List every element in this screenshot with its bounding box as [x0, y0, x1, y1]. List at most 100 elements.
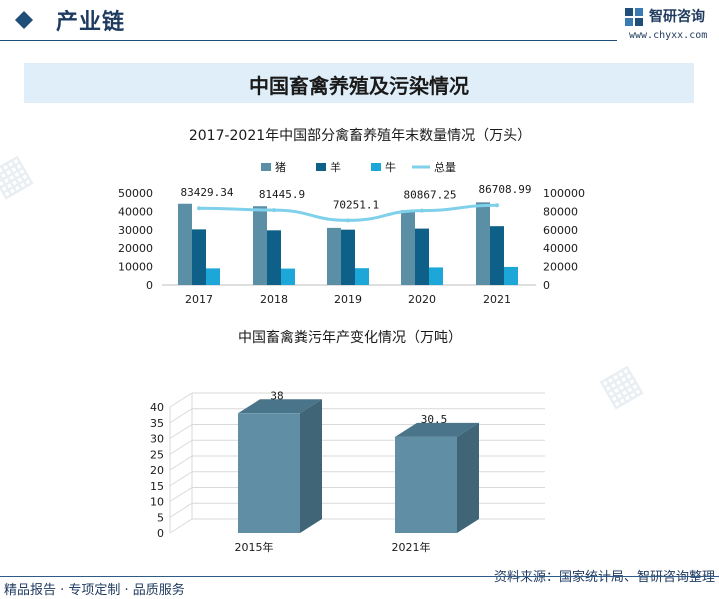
- y-tick-label: 20: [150, 464, 164, 477]
- grid-diagonal: [169, 408, 193, 424]
- main-title-bar: 中国畜禽养殖及污染情况: [24, 63, 694, 103]
- y-right-tick-label: 80000: [543, 205, 578, 218]
- y-right-tick-label: 60000: [543, 224, 578, 237]
- total-data-label: 70251.1: [333, 198, 379, 211]
- total-point: [346, 218, 350, 223]
- y-left-tick-label: 10000: [118, 261, 153, 274]
- y-tick-label: 40: [150, 401, 164, 414]
- bar-pig: [253, 206, 267, 285]
- x-tick-label: 2018: [260, 293, 288, 306]
- x-tick-label: 2021年: [392, 540, 431, 554]
- chart1-title: 2017-2021年中国部分禽畜养殖年末数量情况（万头）: [189, 127, 531, 144]
- bar-pig: [476, 202, 490, 285]
- legend-swatch-pig: [261, 163, 271, 171]
- bar-pig: [401, 210, 415, 285]
- legend-label-pig: 猪: [275, 161, 286, 174]
- diamond-icon: [15, 11, 33, 29]
- total-point: [197, 206, 201, 211]
- y-left-tick-label: 30000: [118, 224, 153, 237]
- bar-data-label: 30.5: [421, 413, 448, 426]
- bar-sheep: [415, 228, 429, 285]
- legend-label-cattle: 牛: [385, 160, 396, 174]
- bar-sheep: [341, 229, 355, 285]
- total-point: [272, 208, 276, 213]
- chart1-total-line: 83429.34 81445.9 70251.1 80867.25 86708.99: [181, 183, 532, 223]
- bar-pig: [327, 227, 341, 285]
- chart1-right-axis: 100000 80000 60000 40000 20000 0: [543, 187, 585, 292]
- footer-tagline: 精品报告 · 专项定制 · 品质服务: [4, 583, 185, 598]
- y-tick-label: 15: [150, 480, 164, 493]
- bar-sheep: [192, 229, 206, 285]
- total-data-label: 80867.25: [404, 189, 457, 202]
- bar-cattle: [429, 267, 443, 285]
- bar3d-front: [395, 436, 457, 533]
- grid-diagonal: [169, 455, 193, 471]
- chart2-x-axis: 2015年 2021年: [235, 540, 431, 554]
- bar3d-top: [395, 422, 479, 437]
- chart1-legend: 猪 羊 牛 总量: [261, 160, 456, 174]
- total-point: [420, 208, 424, 213]
- bar-cattle: [504, 266, 518, 285]
- y-tick-label: 35: [150, 417, 164, 430]
- legend-label-sheep: 羊: [330, 160, 341, 174]
- bar3d-side: [457, 422, 479, 533]
- chart1-bars: [178, 202, 518, 285]
- x-tick-label: 2017: [185, 293, 213, 306]
- total-data-label: 86708.99: [479, 183, 532, 196]
- y-right-tick-label: 0: [543, 279, 550, 292]
- total-point: [495, 203, 499, 208]
- grid-diagonal: [169, 487, 193, 502]
- main-title: 中国畜禽养殖及污染情况: [249, 74, 469, 98]
- grid-diagonal: [169, 439, 193, 455]
- grid-diagonal: [169, 518, 193, 534]
- brand-url: www.chyxx.com: [629, 30, 708, 41]
- x-tick-label: 2021: [483, 293, 511, 306]
- y-left-tick-label: 40000: [118, 205, 153, 218]
- y-left-tick-label: 20000: [118, 242, 153, 255]
- total-data-label: 83429.34: [181, 186, 234, 199]
- top-divider: [0, 40, 617, 41]
- grid-diagonal: [169, 424, 193, 439]
- x-tick-label: 2015年: [235, 540, 274, 554]
- bar-pig: [178, 203, 192, 285]
- grid-diagonal: [169, 392, 193, 408]
- chart2-grid: 40 35 30 25 20 15 10 5 0: [150, 392, 545, 540]
- legend-swatch-sheep: [316, 163, 326, 171]
- y-tick-label: 30: [150, 433, 164, 446]
- y-right-tick-label: 100000: [543, 187, 585, 200]
- total-data-label: 81445.9: [259, 188, 305, 201]
- source-note: 资料来源：国家统计局、智研咨询整理: [493, 570, 715, 585]
- y-right-tick-label: 20000: [543, 261, 578, 274]
- brand-logo[interactable]: 智研咨询 www.chyxx.com: [623, 6, 713, 46]
- y-left-tick-label: 0: [146, 279, 153, 292]
- top-bar: 产业链: [0, 0, 719, 44]
- y-left-tick-label: 50000: [118, 187, 153, 200]
- y-tick-label: 25: [150, 448, 164, 461]
- legend-swatch-cattle: [371, 163, 381, 171]
- chart2-bars: 38 30.5: [238, 389, 479, 533]
- bar-cattle: [206, 268, 220, 285]
- chart1-left-axis: 50000 40000 30000 20000 10000 0: [118, 187, 153, 292]
- bar-sheep: [490, 226, 504, 285]
- x-tick-label: 2019: [334, 293, 362, 306]
- footer-divider: [0, 576, 719, 577]
- bar-sheep: [267, 230, 281, 285]
- y-tick-label: 10: [150, 496, 164, 509]
- legend-label-total: 总量: [434, 160, 456, 174]
- bar-cattle: [355, 268, 369, 285]
- brand-name: 智研咨询: [649, 9, 705, 25]
- y-right-tick-label: 40000: [543, 242, 578, 255]
- bar3d-front: [238, 413, 300, 533]
- grid-diagonal: [169, 471, 193, 487]
- grid-diagonal: [169, 502, 193, 518]
- y-tick-label: 0: [157, 527, 164, 540]
- x-tick-label: 2020: [408, 293, 436, 306]
- chart2-title: 中国畜禽粪污年产变化情况（万吨）: [238, 329, 462, 346]
- y-tick-label: 5: [157, 511, 164, 524]
- chart1-x-axis: 2017 2018 2019 2020 2021: [185, 293, 511, 306]
- logo-icon: [625, 8, 643, 26]
- bar-cattle: [281, 268, 295, 285]
- bar3d-top: [238, 399, 322, 414]
- bar3d-side: [300, 399, 322, 533]
